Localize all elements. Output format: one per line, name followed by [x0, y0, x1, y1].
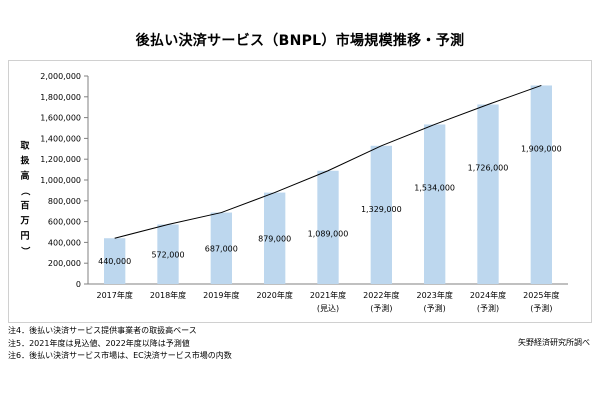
x-tick-label: 2020年度: [256, 290, 292, 300]
x-tick-sublabel: (予測): [477, 303, 499, 313]
x-tick-label: 2024年度: [470, 290, 506, 300]
value-label: 687,000: [205, 244, 238, 253]
x-tick-label: 2019年度: [203, 290, 239, 300]
x-tick-sublabel: (予測): [424, 303, 446, 313]
y-tick-label: 1,000,000: [40, 176, 81, 185]
x-tick-label: 2017年度: [96, 290, 132, 300]
y-axis-label-char: 万: [19, 216, 29, 227]
bar: [424, 124, 446, 285]
y-axis-label-char: 高: [20, 170, 29, 182]
y-tick-label: 2,000,000: [40, 72, 81, 81]
y-axis-label-char: ）: [20, 246, 31, 255]
y-tick-label: 600,000: [48, 218, 81, 227]
x-tick-sublabel: (見込): [317, 304, 339, 313]
bars: [104, 85, 552, 285]
y-axis-label: 取扱高 （ 百万円 ）: [19, 141, 30, 256]
x-tick-label: 2025年度: [523, 290, 559, 300]
note-line: 注6．後払い決済サービス市場は、EC決済サービス市場の内数: [8, 351, 232, 360]
chart-frame: [8, 60, 592, 323]
y-tick-label: 1,200,000: [40, 155, 81, 164]
bar: [317, 170, 339, 284]
value-label: 1,329,000: [361, 205, 402, 214]
y-tick-label: 0: [76, 280, 81, 289]
y-axis-label-char: 百: [20, 201, 29, 212]
note-line: 注5．2021年度は見込値、2022年度以降は予測値: [8, 338, 190, 348]
bar: [477, 104, 499, 284]
y-tick-label: 200,000: [48, 259, 81, 268]
x-tick-label: 2022年度: [363, 290, 399, 300]
y-axis-label-char: 円: [20, 231, 29, 242]
bar: [210, 212, 232, 284]
x-tick-label: 2021年度: [310, 290, 346, 300]
bar: [157, 224, 179, 284]
y-axis-label-char: 取: [20, 141, 30, 152]
x-tick-sublabel: (予測): [530, 303, 552, 313]
value-labels: 440,000 572,000 687,000 879,000 1,089,000 1,3…: [98, 144, 562, 266]
y-axis-label-char: （: [20, 186, 31, 195]
value-label: 440,000: [98, 257, 131, 266]
value-label: 879,000: [258, 234, 291, 243]
bar: [530, 85, 552, 285]
y-tick-label: 1,600,000: [40, 114, 81, 123]
y-tick-label: 800,000: [48, 197, 81, 206]
y-axis-label-char: 扱: [20, 155, 30, 167]
trend-polyline: [114, 84, 542, 239]
value-label: 1,909,000: [521, 144, 562, 153]
trend-line: [114, 84, 542, 239]
y-tick-label: 1,400,000: [40, 134, 81, 143]
y-axis-ticks: 0 200,000 400,000 600,000 800,000 1,000,000 1,…: [40, 72, 568, 289]
value-label: 572,000: [151, 250, 184, 259]
value-label: 1,726,000: [468, 163, 509, 172]
notes: 注4．後払い決済サービス提供事業者の取扱高ベース 注5．2021年度は見込値、2…: [8, 325, 232, 363]
value-label: 1,089,000: [308, 230, 349, 239]
note-line: 注4．後払い決済サービス提供事業者の取扱高ベース: [8, 326, 197, 335]
x-tick-label: 2018年度: [150, 290, 186, 300]
y-tick-label: 1,800,000: [40, 93, 81, 102]
x-tick-label: 2023年度: [416, 290, 452, 300]
y-tick-label: 400,000: [48, 238, 81, 247]
source-credit: 矢野経済研究所調べ: [518, 338, 590, 347]
bar: [370, 145, 392, 284]
x-tick-sublabel: (予測): [370, 303, 392, 313]
bar: [104, 238, 126, 284]
value-label: 1,534,000: [414, 183, 455, 192]
bar: [264, 192, 286, 284]
chart-title: 後払い決済サービス（BNPL）市場規模推移・予測: [135, 33, 465, 49]
x-axis-labels: 2017年度 2018年度 2019年度 2020年度 2021年度 (見込) 2022年度…: [96, 290, 559, 313]
